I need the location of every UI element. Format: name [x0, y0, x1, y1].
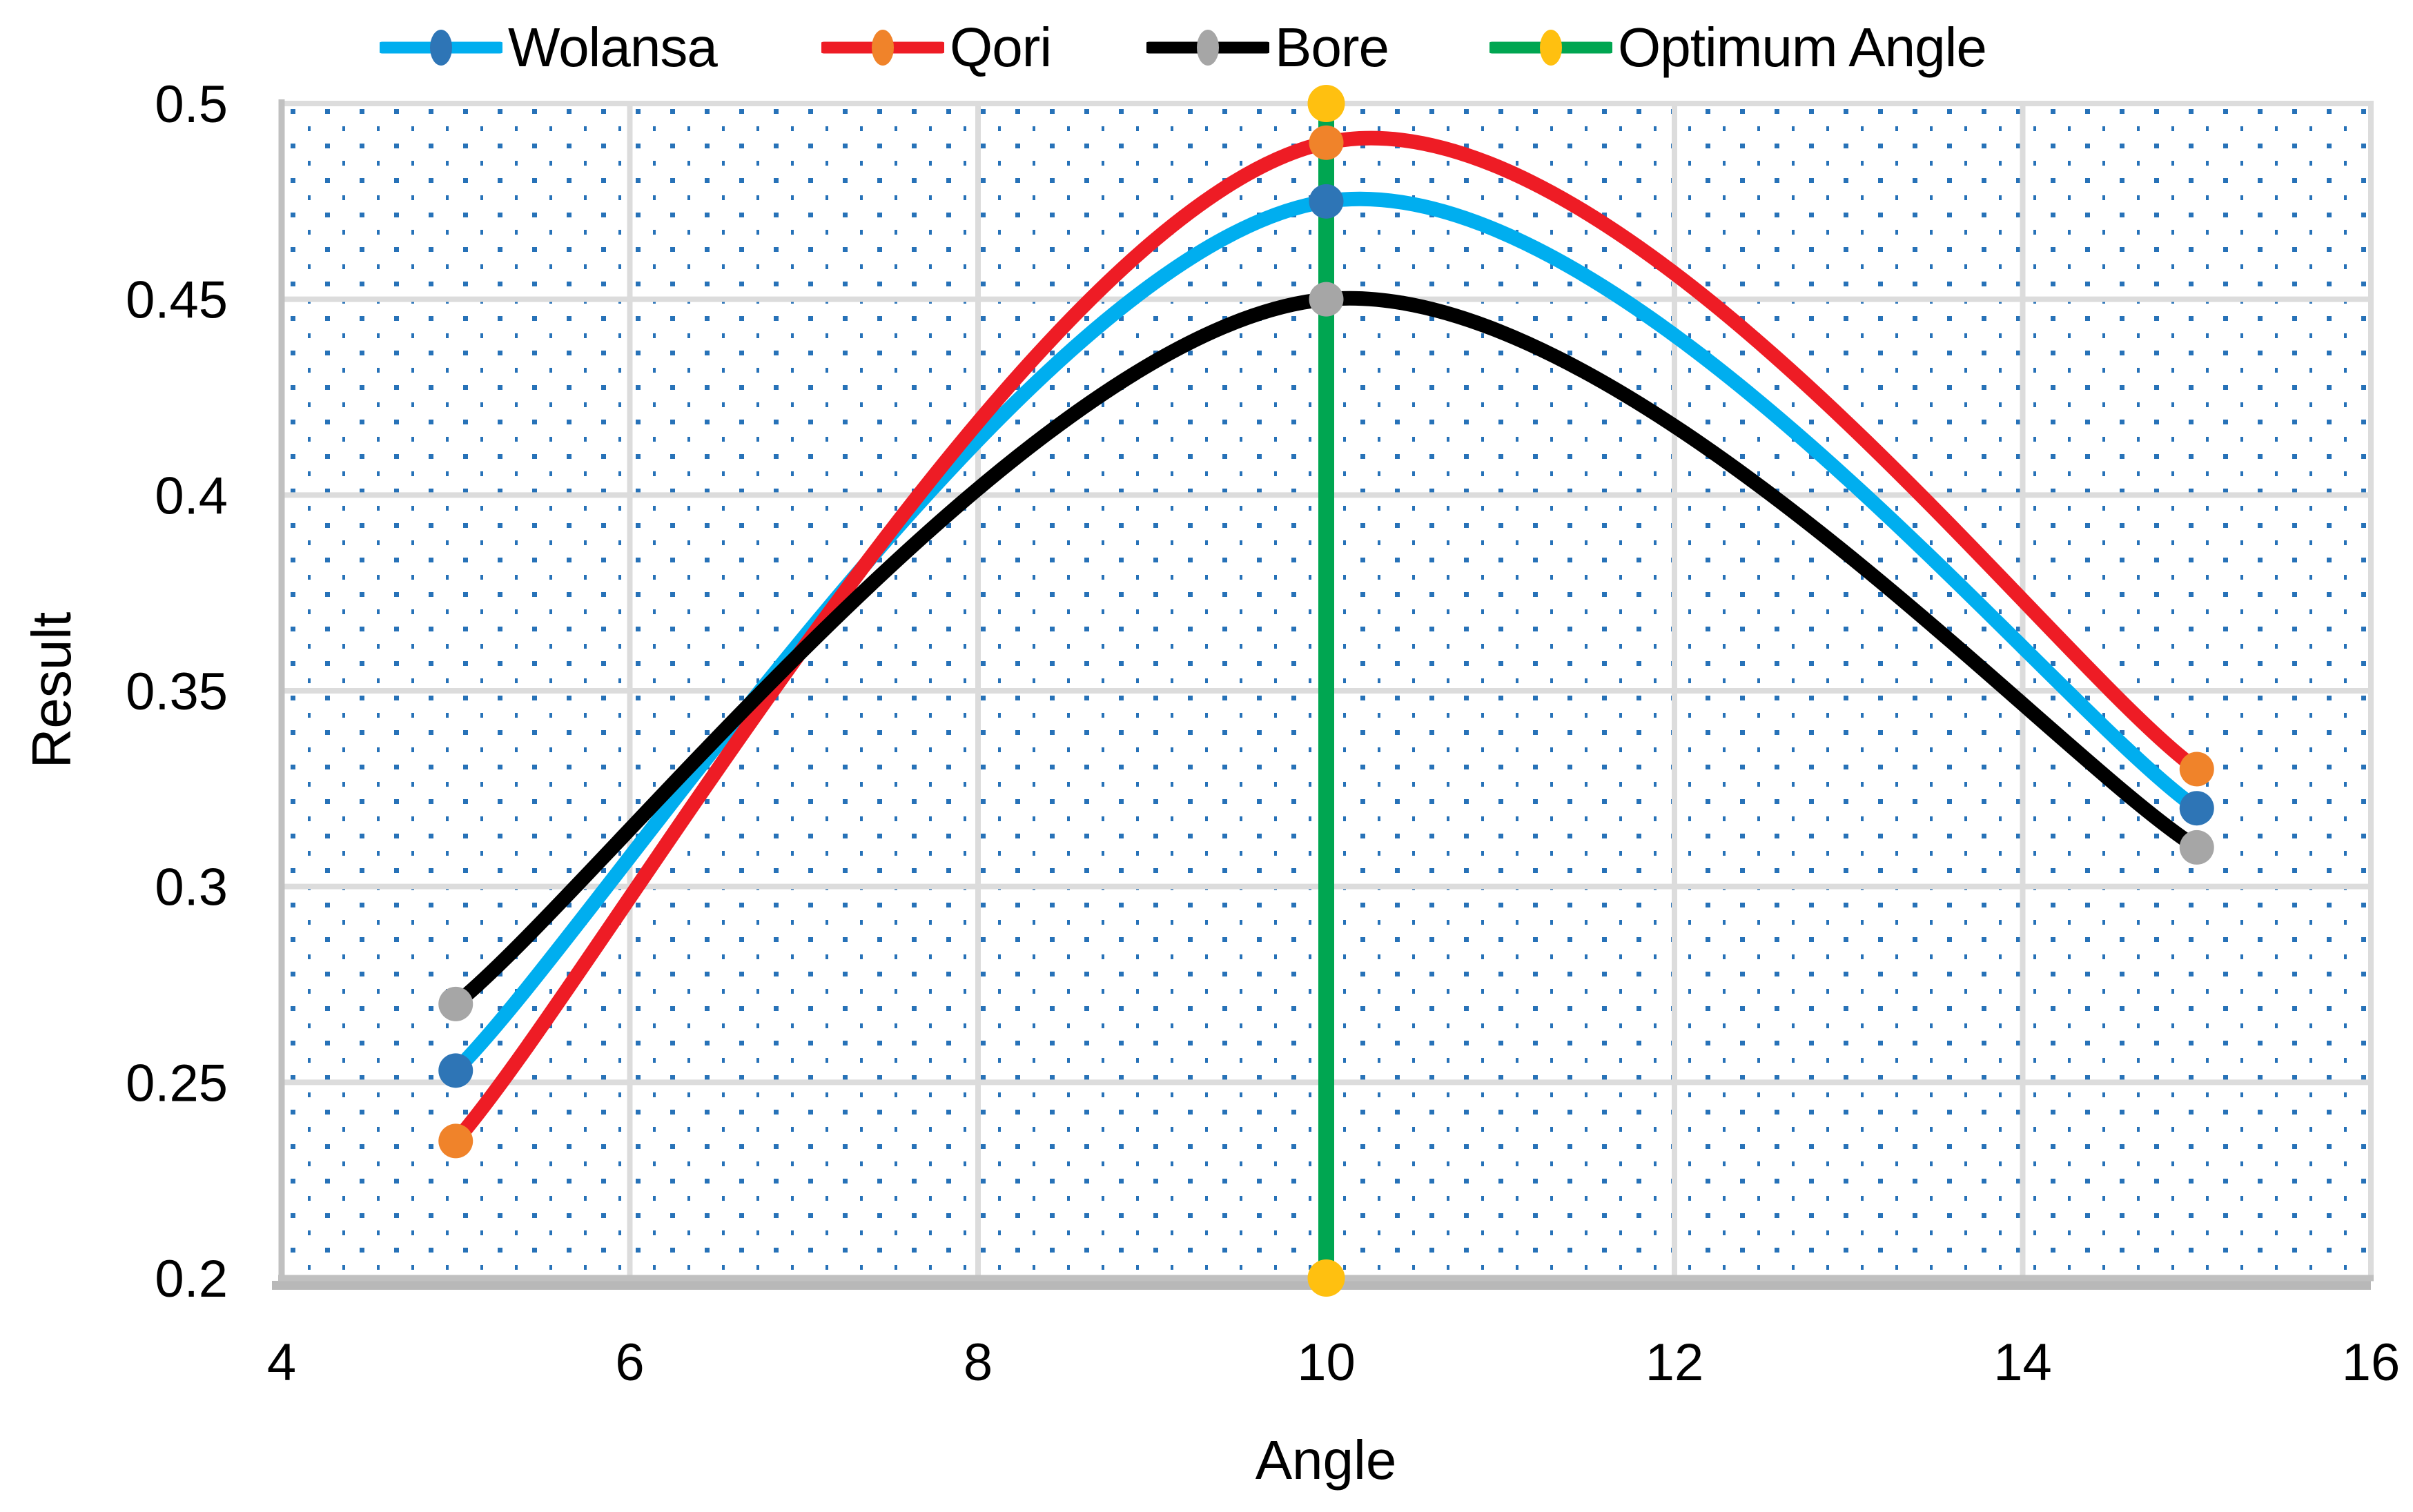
qori-legend-marker-icon — [821, 30, 944, 66]
bore-marker — [2179, 829, 2214, 865]
x-tick-label-8: 8 — [964, 1333, 993, 1392]
optimum-angle-legend-marker-icon — [1489, 30, 1612, 66]
y-tick-label-0.4: 0.4 — [155, 467, 228, 525]
bore-marker — [1309, 282, 1344, 317]
qori-marker — [2179, 752, 2214, 787]
x-axis-title: Angle — [1255, 1429, 1397, 1491]
y-tick-label-0.2: 0.2 — [155, 1250, 228, 1308]
optimum-angle-marker — [1307, 85, 1345, 122]
legend-item-optimum-angle: Optimum Angle — [1489, 10, 1987, 86]
x-tick-label-4: 4 — [267, 1333, 296, 1392]
bore-marker — [438, 986, 473, 1021]
x-tick-label-14: 14 — [1993, 1333, 2052, 1392]
legend: Wolansa Qori Bore Optimum Angle — [0, 10, 2413, 86]
y-axis-title: Result — [21, 611, 82, 769]
y-tick-label-0.3: 0.3 — [155, 858, 228, 917]
legend-label-qori: Qori — [950, 17, 1052, 78]
wolansa-legend-marker-icon — [380, 30, 502, 66]
y-tick-label-0.25: 0.25 — [126, 1054, 228, 1112]
x-tick-label-6: 6 — [615, 1333, 644, 1392]
wolansa-marker — [1309, 184, 1344, 219]
legend-label-wolansa: Wolansa — [508, 17, 718, 78]
legend-item-wolansa: Wolansa — [380, 10, 718, 86]
qori-line — [448, 130, 2205, 1148]
x-tick-label-12: 12 — [1645, 1333, 1704, 1392]
wolansa-marker — [2179, 791, 2214, 826]
legend-item-bore: Bore — [1146, 10, 1389, 86]
legend-item-qori: Qori — [821, 10, 1052, 86]
legend-label-bore: Bore — [1275, 17, 1389, 78]
bore-legend-marker-icon — [1146, 30, 1269, 66]
qori-marker — [1309, 125, 1344, 160]
x-tick-label-16: 16 — [2342, 1333, 2401, 1392]
qori-marker — [438, 1123, 473, 1159]
y-tick-label-0.5: 0.5 — [155, 75, 228, 134]
y-tick-label-0.35: 0.35 — [126, 662, 228, 721]
legend-label-optimum-angle: Optimum Angle — [1618, 17, 1987, 78]
x-tick-label-10: 10 — [1297, 1333, 1356, 1392]
optimum-angle-marker — [1307, 1259, 1345, 1297]
y-tick-label-0.45: 0.45 — [126, 271, 228, 330]
wolansa-marker — [438, 1053, 473, 1088]
